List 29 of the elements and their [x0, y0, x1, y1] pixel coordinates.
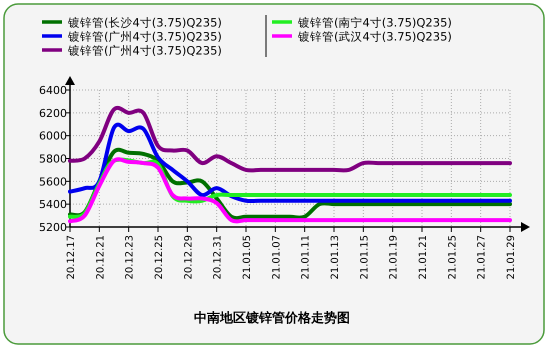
legend-label: 镀锌管(长沙4寸(3.75)Q235)	[67, 16, 222, 30]
x-tick-label: 21.01.25	[447, 235, 458, 280]
x-tick-label: 21.01.27	[476, 235, 488, 280]
legend-label: 镀锌管(南宁4寸(3.75)Q235)	[297, 16, 452, 30]
legend-label: 镀锌管(广州4寸(3.75)Q235)	[67, 30, 222, 44]
text: 中南地区镀锌管价格走势图	[194, 310, 350, 326]
x-tick-label: 21.01.05	[242, 235, 253, 280]
x-tick-label: 20.12.31	[212, 235, 224, 280]
x-tick-label: 21.01.07	[271, 235, 282, 280]
x-tick-label: 21.01.13	[330, 235, 341, 280]
legend-label: 镀锌管(武汉4寸(3.75)Q235)	[297, 30, 452, 44]
x-tick-label: 20.12.21	[95, 235, 106, 280]
x-tick-label: 21.01.21	[418, 235, 429, 280]
x-tick-label: 21.01.15	[359, 235, 370, 280]
y-tick-label: 5800	[39, 152, 67, 166]
x-tick-label: 20.12.17	[66, 235, 77, 280]
legend-label: 镀锌管(广州4寸(3.75)Q235)	[67, 44, 222, 58]
y-tick-label: 5200	[39, 221, 67, 234]
y-tick-label: 5600	[39, 175, 67, 188]
x-tick-label: 21.01.11	[300, 235, 312, 280]
x-tick-label: 21.01.29	[506, 235, 517, 280]
y-tick-label: 6200	[39, 106, 67, 120]
y-tick-label: 5400	[39, 198, 67, 212]
x-tick-label: 20.12.25	[154, 235, 165, 280]
x-tick-label: 20.12.29	[183, 235, 194, 280]
y-tick-label: 6400	[39, 84, 67, 97]
y-tick-label: 6000	[39, 130, 67, 143]
x-tick-label: 21.01.19	[388, 235, 400, 280]
x-tick-label: 20.12.23	[124, 235, 136, 280]
